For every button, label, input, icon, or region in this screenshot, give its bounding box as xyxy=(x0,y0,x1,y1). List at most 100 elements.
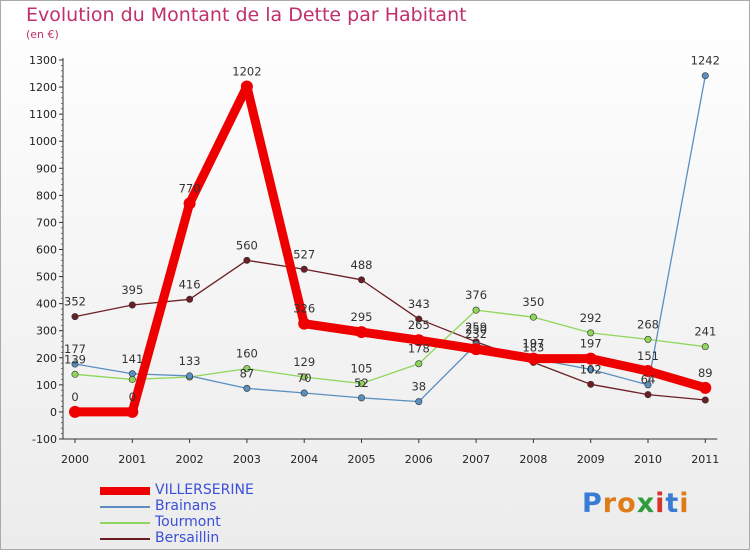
series-line-villerserine xyxy=(70,82,710,417)
data-label-brainans: 87 xyxy=(240,366,255,380)
data-label-bersaillin: 416 xyxy=(179,277,201,291)
y-tick-label: 200 xyxy=(36,352,57,365)
x-tick-label: 2009 xyxy=(577,453,605,466)
data-point-brainans xyxy=(186,372,194,380)
data-label-bersaillin: 259 xyxy=(465,320,487,334)
series-line-brainans xyxy=(74,75,706,403)
data-point-villerserine xyxy=(298,317,311,330)
data-point-villerserine xyxy=(355,326,368,339)
legend-label: Tourmont xyxy=(155,514,221,530)
data-label-brainans: 52 xyxy=(354,376,369,390)
data-label-villerserine: 770 xyxy=(179,181,201,195)
x-tick-label: 2007 xyxy=(462,453,490,466)
data-label-brainans: 38 xyxy=(411,380,426,394)
data-label-brainans: 250 xyxy=(465,322,487,336)
x-tick-label: 2003 xyxy=(233,453,261,466)
data-label-tourmont: 268 xyxy=(637,317,659,331)
y-tick-label: 900 xyxy=(36,162,57,175)
data-label-villerserine: 89 xyxy=(698,366,713,380)
data-label-villerserine: 1202 xyxy=(232,65,261,79)
x-tick-label: 2004 xyxy=(290,453,318,466)
data-point-brainans xyxy=(357,394,365,402)
data-point-bersaillin xyxy=(300,265,308,273)
data-point-brainans xyxy=(300,389,308,397)
y-tick-label: 1200 xyxy=(29,81,57,94)
data-point-brainans xyxy=(243,384,251,392)
legend-swatch xyxy=(100,506,150,508)
logo-letter: o xyxy=(617,488,637,519)
data-point-bersaillin xyxy=(71,313,79,321)
data-label-villerserine: 0 xyxy=(71,390,78,404)
data-label-bersaillin: 102 xyxy=(580,362,602,376)
data-label-brainans: 141 xyxy=(121,352,143,366)
x-tick-label: 2006 xyxy=(405,453,433,466)
data-label-brainans: 133 xyxy=(179,354,201,368)
data-label-bersaillin: 527 xyxy=(293,247,315,261)
data-point-tourmont xyxy=(587,329,595,337)
data-label-tourmont: 160 xyxy=(236,347,258,361)
data-point-villerserine xyxy=(183,197,196,210)
data-point-tourmont xyxy=(472,306,480,314)
data-label-tourmont: 129 xyxy=(293,355,315,369)
data-label-tourmont: 139 xyxy=(64,352,86,366)
x-tick-label: 2000 xyxy=(61,453,89,466)
data-label-tourmont: 376 xyxy=(465,288,487,302)
y-tick-label: 100 xyxy=(36,379,57,392)
y-tick-label: 1300 xyxy=(29,54,57,67)
data-point-bersaillin xyxy=(644,391,652,399)
x-tick-label: 2010 xyxy=(634,453,662,466)
y-tick-label: 1100 xyxy=(29,108,57,121)
data-point-villerserine xyxy=(527,352,540,365)
data-label-tourmont: 105 xyxy=(351,362,373,376)
legend-swatch xyxy=(100,487,150,495)
chart-subtitle: (en €) xyxy=(26,28,59,41)
data-label-bersaillin: 352 xyxy=(64,295,86,309)
data-point-villerserine xyxy=(642,365,654,378)
data-point-tourmont xyxy=(701,343,709,351)
data-label-villerserine: 326 xyxy=(293,302,315,316)
legend-label: Bersaillin xyxy=(155,530,220,546)
y-tick-label: 400 xyxy=(36,298,57,311)
chart-title: Evolution du Montant de la Dette par Hab… xyxy=(26,4,467,26)
data-label-villerserine: 0 xyxy=(129,390,136,404)
data-point-villerserine xyxy=(584,352,597,365)
logo-letter: t xyxy=(665,488,680,519)
data-label-villerserine: 197 xyxy=(580,337,602,351)
y-tick-label: 300 xyxy=(36,325,57,338)
data-point-bersaillin xyxy=(128,301,136,309)
data-label-bersaillin: 343 xyxy=(408,297,430,311)
data-label-villerserine: 232 xyxy=(465,327,487,341)
data-label-villerserine: 151 xyxy=(637,349,659,363)
data-point-bersaillin xyxy=(415,315,423,323)
series-line-bersaillin xyxy=(74,259,706,401)
y-tick-label: 0 xyxy=(50,406,57,419)
data-point-bersaillin xyxy=(701,396,709,404)
data-point-villerserine xyxy=(69,405,81,418)
data-label-villerserine: 197 xyxy=(522,337,544,351)
data-point-villerserine xyxy=(470,343,483,356)
legend-item-villerserine: VILLERSERINE xyxy=(100,482,360,499)
data-label-brainans: 197 xyxy=(522,337,544,351)
data-label-tourmont: 241 xyxy=(694,325,716,339)
x-tick-label: 2005 xyxy=(348,453,376,466)
legend-swatch xyxy=(100,522,150,524)
y-tick-label: 800 xyxy=(36,189,57,202)
data-point-villerserine xyxy=(699,381,712,394)
logo-letter: x xyxy=(636,488,656,519)
data-point-tourmont xyxy=(71,370,79,378)
data-label-tourmont: 178 xyxy=(408,342,430,356)
legend-item-tourmont: Tourmont xyxy=(100,514,360,531)
legend-item-brainans: Brainans xyxy=(100,498,360,515)
data-point-brainans xyxy=(701,72,709,80)
data-point-bersaillin xyxy=(587,380,595,388)
y-tick-label: 500 xyxy=(36,271,57,284)
x-tick-label: 2011 xyxy=(691,453,719,466)
data-point-tourmont xyxy=(300,373,308,381)
x-tick-label: 2001 xyxy=(118,453,146,466)
series-line-tourmont xyxy=(74,309,706,385)
y-tick-label: 600 xyxy=(36,244,57,257)
data-point-bersaillin xyxy=(186,295,194,303)
x-tick-label: 2002 xyxy=(176,453,204,466)
legend-swatch xyxy=(100,538,150,540)
